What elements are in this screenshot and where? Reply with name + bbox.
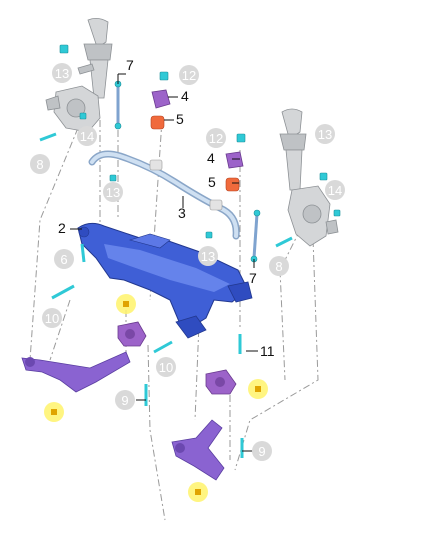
callout-12-a: 12: [182, 68, 196, 83]
grey-callouts: 13 14 8 13 12 12 13 14 13 8 6 10 10 9 9: [30, 63, 345, 461]
stabilizer-clamp-upper: [150, 89, 244, 192]
callout-10-b: 10: [159, 360, 173, 375]
callout-labels: 2 3 4 5 4 5 7 7 11: [58, 57, 275, 359]
rear-bushing-right: [205, 369, 237, 395]
callout-11: 11: [260, 343, 275, 359]
rear-bushing-left: [117, 321, 147, 347]
callout-5-upper: 5: [176, 111, 184, 127]
callout-8-b: 8: [275, 259, 282, 274]
left-lower-control-arm: [21, 351, 131, 393]
callout-13-b: 13: [106, 185, 120, 200]
callout-3: 3: [178, 205, 186, 221]
callout-6: 6: [60, 252, 67, 267]
callout-8-a: 8: [36, 157, 43, 172]
callout-7-left: 7: [126, 57, 134, 73]
fasteners: [39, 44, 341, 458]
right-steering-knuckle: [287, 185, 339, 247]
callout-14-b: 14: [328, 183, 342, 198]
right-lower-control-arm: [171, 419, 225, 481]
left-stabilizer-link: [114, 80, 122, 130]
callout-5-lower: 5: [208, 174, 216, 190]
callout-4-lower: 4: [207, 150, 215, 166]
front-subframe: [77, 222, 253, 339]
leader-lines: [70, 73, 258, 452]
callout-10-a: 10: [45, 311, 59, 326]
right-stabilizer-link: [250, 209, 261, 263]
callout-13-c: 13: [318, 127, 332, 142]
callout-12-b: 12: [209, 131, 223, 146]
callout-2: 2: [58, 220, 66, 236]
stabilizer-bar: [88, 150, 240, 240]
right-strut-assembly: [279, 108, 307, 191]
left-steering-knuckle: [45, 85, 101, 133]
callout-4-upper: 4: [181, 88, 189, 104]
callout-13-d: 13: [201, 249, 215, 264]
left-strut-assembly: [77, 18, 113, 99]
callout-14-a: 14: [80, 129, 94, 144]
callout-9-a: 9: [121, 393, 128, 408]
callout-9-b: 9: [258, 444, 265, 459]
callout-13-a: 13: [55, 66, 69, 81]
highlight-markers: [44, 294, 268, 502]
callout-7-right: 7: [249, 270, 257, 286]
